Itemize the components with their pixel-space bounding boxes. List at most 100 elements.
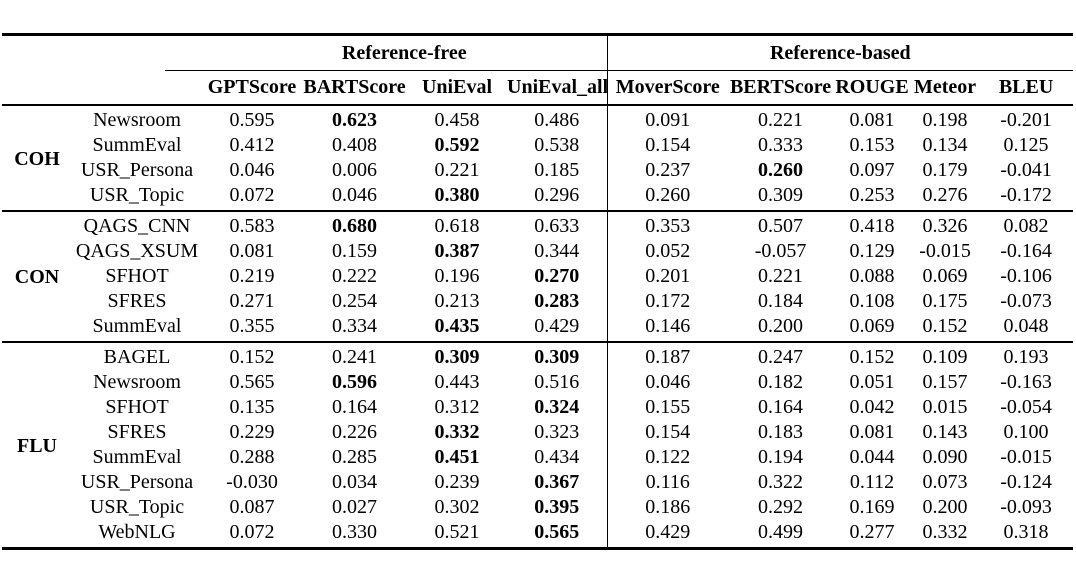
table-row: FLU BAGEL 0.152 0.241 0.309 0.309 0.187 0.247 0.… [2, 341, 1074, 549]
table-header: Reference-free Reference-based GPTScore BAR… [2, 34, 1074, 106]
value-cell: 0.387 [434, 240, 480, 262]
column-header-row: GPTScore BARTScore UniEval UniEval_all Mover… [2, 70, 1074, 106]
value-cell: 0.081 [849, 421, 895, 443]
value-cell: 0.219 [229, 265, 275, 287]
value-cell: 0.046 [645, 371, 691, 393]
dataset-label: SummEval [92, 315, 182, 337]
table-row: SummEval 0.355 0.334 0.435 0.429 0.146 0.200 0.… [2, 314, 1073, 342]
value-cell: 0.015 [922, 396, 968, 418]
value-cell: 0.247 [728, 341, 834, 370]
value-cell: 0.326 [911, 210, 980, 239]
value-cell: 0.435 [434, 315, 480, 337]
value-cell: 0.680 [302, 210, 407, 239]
table-row: Newsroom 0.565 0.596 0.443 0.516 0.046 0.182 0.… [2, 370, 1073, 395]
value-cell: 0.152 [833, 341, 912, 370]
value-cell: 0.154 [645, 134, 691, 156]
value-cell: 0.324 [507, 395, 608, 420]
dataset-label: USR_Persona [80, 471, 194, 493]
table-row: COH Newsroom 0.595 0.623 0.458 0.486 0.091 0.22… [2, 105, 1073, 170]
table-row: WebNLG 0.072 0.330 0.521 0.565 0.429 0.499 0.27… [2, 520, 1073, 549]
dataset-label: QAGS_CNN [72, 210, 202, 239]
value-cell: 0.332 [922, 521, 968, 543]
dataset-label: Newsroom [93, 109, 181, 131]
value-cell: 0.175 [922, 290, 968, 312]
table-body: COH Newsroom 0.595 0.623 0.458 0.486 0.091 0.22… [2, 105, 1074, 549]
table-row: SFRES 0.229 0.226 0.332 0.323 0.154 0.183 0.081… [2, 420, 1073, 445]
value-cell: 0.330 [332, 521, 377, 543]
value-cell: 0.623 [332, 109, 377, 131]
results-table-wrap: Reference-free Reference-based GPTScore BAR… [2, 33, 1074, 550]
value-cell: 0.072 [229, 521, 275, 543]
dataset-label: SummEval [92, 134, 182, 156]
table-row: SFHOT 0.135 0.164 0.312 0.324 0.155 0.164 0.042… [2, 395, 1073, 420]
col-header-unieval-all: UniEval_all [507, 70, 608, 106]
value-cell: 0.100 [1003, 421, 1049, 443]
value-cell: 0.125 [1003, 134, 1049, 156]
value-cell: 0.322 [758, 471, 804, 493]
col-header-unieval: UniEval [407, 70, 507, 106]
value-cell: 0.538 [507, 133, 608, 158]
value-cell: 0.565 [507, 520, 608, 549]
value-cell: 0.201 [645, 265, 691, 287]
value-cell: 0.332 [434, 421, 480, 443]
value-cell: 0.260 [645, 184, 691, 206]
table-row: SFHOT 0.219 0.222 0.196 0.270 0.201 0.221 0.088… [2, 264, 1073, 289]
value-cell: 0.270 [507, 264, 608, 289]
value-cell: 0.312 [434, 396, 480, 418]
value-cell: -0.041 [1000, 159, 1052, 181]
group-header-reference-free: Reference-free [202, 34, 608, 70]
value-cell: 0.046 [229, 159, 275, 181]
col-header-gptscore: GPTScore [202, 70, 302, 106]
value-cell: 0.069 [849, 315, 895, 337]
value-cell: 0.152 [922, 315, 968, 337]
value-cell: 0.122 [645, 446, 691, 468]
value-cell: -0.073 [1000, 290, 1052, 312]
value-cell: 0.380 [434, 184, 480, 206]
value-cell: 0.221 [758, 265, 804, 287]
value-cell: 0.200 [758, 315, 804, 337]
value-cell: 0.129 [849, 240, 895, 262]
value-cell: -0.106 [1000, 265, 1052, 287]
value-cell: 0.048 [1003, 315, 1049, 337]
value-cell: 0.271 [229, 290, 275, 312]
value-cell: 0.193 [979, 341, 1074, 370]
value-cell: 0.292 [758, 496, 804, 518]
value-cell: 0.184 [758, 290, 804, 312]
value-cell: 0.309 [507, 341, 608, 370]
value-cell: -0.057 [754, 240, 807, 262]
value-cell: 0.583 [202, 210, 302, 239]
value-cell: -0.172 [1000, 184, 1052, 206]
table-row: USR_Topic 0.087 0.027 0.302 0.395 0.186 0.292 0… [2, 495, 1073, 520]
value-cell: 0.006 [332, 159, 377, 181]
dataset-label: QAGS_XSUM [75, 240, 199, 262]
value-cell: 0.198 [922, 109, 968, 131]
value-cell: 0.179 [922, 159, 968, 181]
col-header-bertscore: BERTScore [728, 70, 834, 106]
group-header-reference-based: Reference-based [769, 42, 911, 64]
corner-spacer [2, 70, 202, 106]
value-cell: -0.163 [1000, 371, 1052, 393]
value-cell: 0.408 [332, 134, 377, 156]
value-cell: 0.069 [922, 265, 968, 287]
value-cell: 0.429 [645, 521, 691, 543]
value-cell: 0.516 [507, 370, 608, 395]
value-cell: 0.499 [758, 521, 804, 543]
value-cell: 0.296 [507, 183, 608, 211]
dataset-label: USR_Persona [80, 159, 194, 181]
value-cell: 0.486 [507, 105, 608, 133]
value-cell: 0.229 [229, 421, 275, 443]
col-header-meteor: Meteor [911, 70, 980, 106]
value-cell: 0.260 [758, 159, 804, 181]
value-cell: 0.143 [922, 421, 968, 443]
header-midrule [165, 70, 1073, 71]
value-cell: 0.073 [922, 471, 968, 493]
value-cell: 0.152 [202, 341, 302, 370]
value-cell: -0.054 [1000, 396, 1052, 418]
value-cell: 0.187 [607, 341, 729, 370]
dataset-label: SFRES [107, 290, 167, 312]
value-cell: 0.521 [434, 521, 480, 543]
value-cell: 0.044 [849, 446, 895, 468]
value-cell: 0.254 [332, 290, 377, 312]
value-cell: 0.592 [434, 134, 480, 156]
